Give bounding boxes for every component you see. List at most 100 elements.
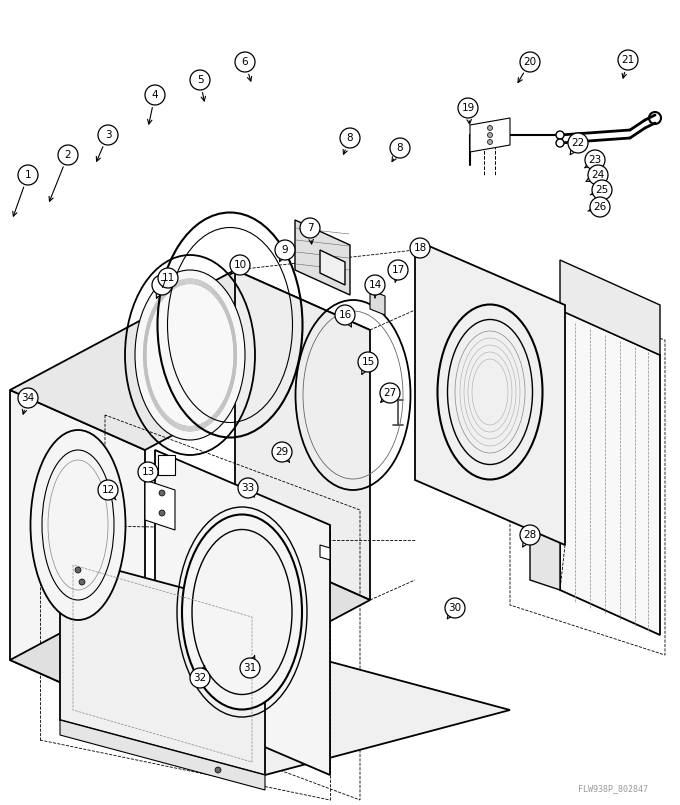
Text: 14: 14 (369, 280, 381, 290)
Circle shape (159, 510, 165, 516)
Polygon shape (10, 390, 145, 720)
Circle shape (388, 260, 408, 280)
Polygon shape (470, 118, 510, 152)
Circle shape (190, 668, 210, 688)
Polygon shape (415, 240, 565, 545)
Circle shape (445, 598, 465, 618)
Text: 3: 3 (105, 130, 112, 140)
Circle shape (618, 50, 638, 70)
Circle shape (358, 352, 378, 372)
Polygon shape (145, 480, 175, 530)
Text: 32: 32 (193, 673, 207, 683)
Circle shape (75, 567, 81, 573)
Circle shape (335, 305, 355, 325)
Polygon shape (60, 655, 510, 775)
Polygon shape (60, 555, 265, 775)
Text: 2: 2 (65, 150, 71, 160)
Polygon shape (560, 310, 660, 635)
Circle shape (159, 490, 165, 496)
Circle shape (158, 268, 178, 288)
Text: 30: 30 (448, 603, 462, 613)
Text: 5: 5 (197, 75, 203, 85)
Polygon shape (530, 300, 560, 590)
Text: 4: 4 (152, 90, 158, 100)
Ellipse shape (182, 514, 302, 709)
Circle shape (556, 131, 564, 139)
Ellipse shape (31, 430, 126, 620)
Circle shape (520, 525, 540, 545)
Text: 33: 33 (241, 483, 254, 493)
Circle shape (365, 275, 385, 295)
Polygon shape (560, 260, 660, 355)
Text: 27: 27 (384, 388, 396, 398)
Text: 26: 26 (594, 202, 607, 212)
Polygon shape (320, 250, 345, 285)
Circle shape (240, 658, 260, 678)
Circle shape (58, 145, 78, 165)
Text: 10: 10 (233, 260, 247, 270)
Text: 24: 24 (592, 170, 605, 180)
Circle shape (275, 240, 295, 260)
Circle shape (79, 579, 85, 585)
Text: 17: 17 (392, 265, 405, 275)
Circle shape (235, 52, 255, 72)
Text: 22: 22 (571, 138, 585, 148)
Text: 13: 13 (141, 467, 154, 477)
Text: 9: 9 (282, 245, 288, 255)
Circle shape (145, 85, 165, 105)
Text: 31: 31 (243, 663, 256, 673)
Text: 11: 11 (161, 273, 175, 283)
Circle shape (152, 275, 172, 295)
Ellipse shape (135, 270, 245, 440)
Text: 23: 23 (588, 155, 602, 165)
Text: 21: 21 (622, 55, 634, 65)
Circle shape (18, 388, 38, 408)
Polygon shape (158, 455, 175, 475)
Circle shape (556, 139, 564, 147)
Circle shape (520, 52, 540, 72)
Circle shape (380, 383, 400, 403)
Text: 6: 6 (241, 57, 248, 67)
Polygon shape (10, 270, 370, 450)
Circle shape (215, 767, 221, 773)
Circle shape (18, 165, 38, 185)
Circle shape (592, 180, 612, 200)
Text: 7: 7 (307, 223, 313, 233)
Circle shape (590, 197, 610, 217)
Circle shape (390, 138, 410, 158)
Text: 15: 15 (361, 357, 375, 367)
Circle shape (488, 139, 492, 145)
Circle shape (410, 238, 430, 258)
Circle shape (98, 480, 118, 500)
Circle shape (488, 126, 492, 130)
Text: 16: 16 (339, 310, 352, 320)
Text: 34: 34 (21, 393, 35, 403)
Text: 8: 8 (396, 143, 403, 153)
Polygon shape (155, 450, 330, 775)
Text: 29: 29 (275, 447, 288, 457)
Circle shape (458, 98, 478, 118)
Circle shape (488, 133, 492, 138)
Polygon shape (320, 545, 330, 560)
Text: 25: 25 (596, 185, 609, 195)
Text: 1: 1 (24, 170, 31, 180)
Text: 8: 8 (347, 133, 354, 143)
Text: 19: 19 (461, 103, 475, 113)
Text: FLW938P_802847: FLW938P_802847 (578, 784, 648, 793)
Circle shape (190, 70, 210, 90)
Polygon shape (295, 220, 350, 295)
Text: 28: 28 (524, 530, 537, 540)
Circle shape (98, 125, 118, 145)
Text: 12: 12 (101, 485, 115, 495)
Polygon shape (370, 290, 385, 315)
Circle shape (340, 128, 360, 148)
Circle shape (272, 442, 292, 462)
Circle shape (230, 255, 250, 275)
Circle shape (138, 462, 158, 482)
Circle shape (238, 478, 258, 498)
Ellipse shape (437, 304, 543, 480)
Circle shape (588, 165, 608, 185)
Polygon shape (60, 720, 265, 790)
Text: 7: 7 (158, 280, 165, 290)
Circle shape (300, 218, 320, 238)
